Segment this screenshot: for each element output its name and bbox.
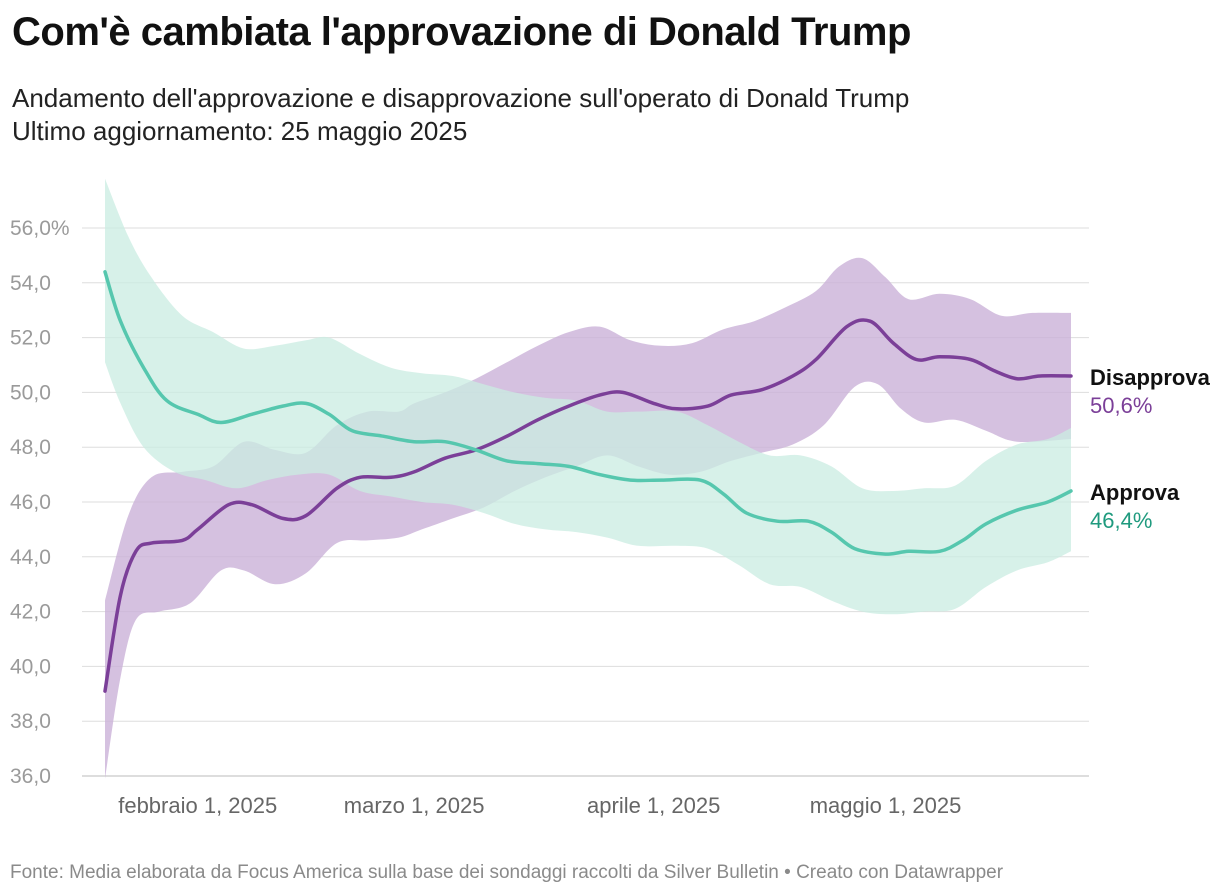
chart-subtitle: Andamento dell'approvazione e disapprova… bbox=[12, 82, 909, 148]
y-tick-label: 40,0 bbox=[10, 655, 51, 678]
approve-line bbox=[103, 270, 1073, 556]
source-footer: Fonte: Media elaborata da Focus America … bbox=[10, 862, 1004, 883]
approve-series-name: Approva bbox=[1090, 480, 1180, 505]
y-axis-ticks: 56,0% 54,0 52,0 50,0 48,0 46,0 44,0 42,0 40,0 38,… bbox=[10, 217, 70, 788]
series-labels: Disapprova 50,6% Approva 46,4% bbox=[1090, 365, 1211, 533]
y-tick-label: 42,0 bbox=[10, 601, 51, 624]
approve-series-value: 46,4% bbox=[1090, 508, 1152, 533]
y-tick-label: 50,0 bbox=[10, 381, 51, 404]
disapprove-confidence-band bbox=[105, 257, 1071, 779]
disapprove-series-name: Disapprova bbox=[1090, 365, 1211, 390]
x-tick-label: febbraio 1, 2025 bbox=[118, 793, 277, 818]
x-tick-label: maggio 1, 2025 bbox=[810, 793, 962, 818]
series-lines bbox=[103, 270, 1073, 693]
subtitle-line-1: Andamento dell'approvazione e disapprova… bbox=[12, 83, 910, 113]
confidence-bands bbox=[105, 178, 1071, 779]
approve-confidence-band bbox=[105, 178, 1071, 615]
subtitle-line-2: Ultimo aggiornamento: 25 maggio 2025 bbox=[12, 116, 468, 146]
x-tick-label: marzo 1, 2025 bbox=[344, 793, 485, 818]
y-tick-label: 36,0 bbox=[10, 765, 51, 788]
x-tick-label: aprile 1, 2025 bbox=[587, 793, 720, 818]
y-tick-label: 38,0 bbox=[10, 710, 51, 733]
y-tick-label: 56,0% bbox=[10, 217, 70, 240]
disapprove-line bbox=[103, 318, 1073, 693]
y-tick-label: 54,0 bbox=[10, 272, 51, 295]
y-tick-label: 48,0 bbox=[10, 436, 51, 459]
x-axis-ticks: febbraio 1, 2025 marzo 1, 2025 aprile 1, 2… bbox=[118, 793, 961, 818]
y-tick-label: 52,0 bbox=[10, 327, 51, 350]
disapprove-series-value: 50,6% bbox=[1090, 393, 1152, 418]
y-tick-label: 44,0 bbox=[10, 546, 51, 569]
y-tick-label: 46,0 bbox=[10, 491, 51, 514]
chart-title: Com'è cambiata l'approvazione di Donald … bbox=[12, 10, 911, 54]
